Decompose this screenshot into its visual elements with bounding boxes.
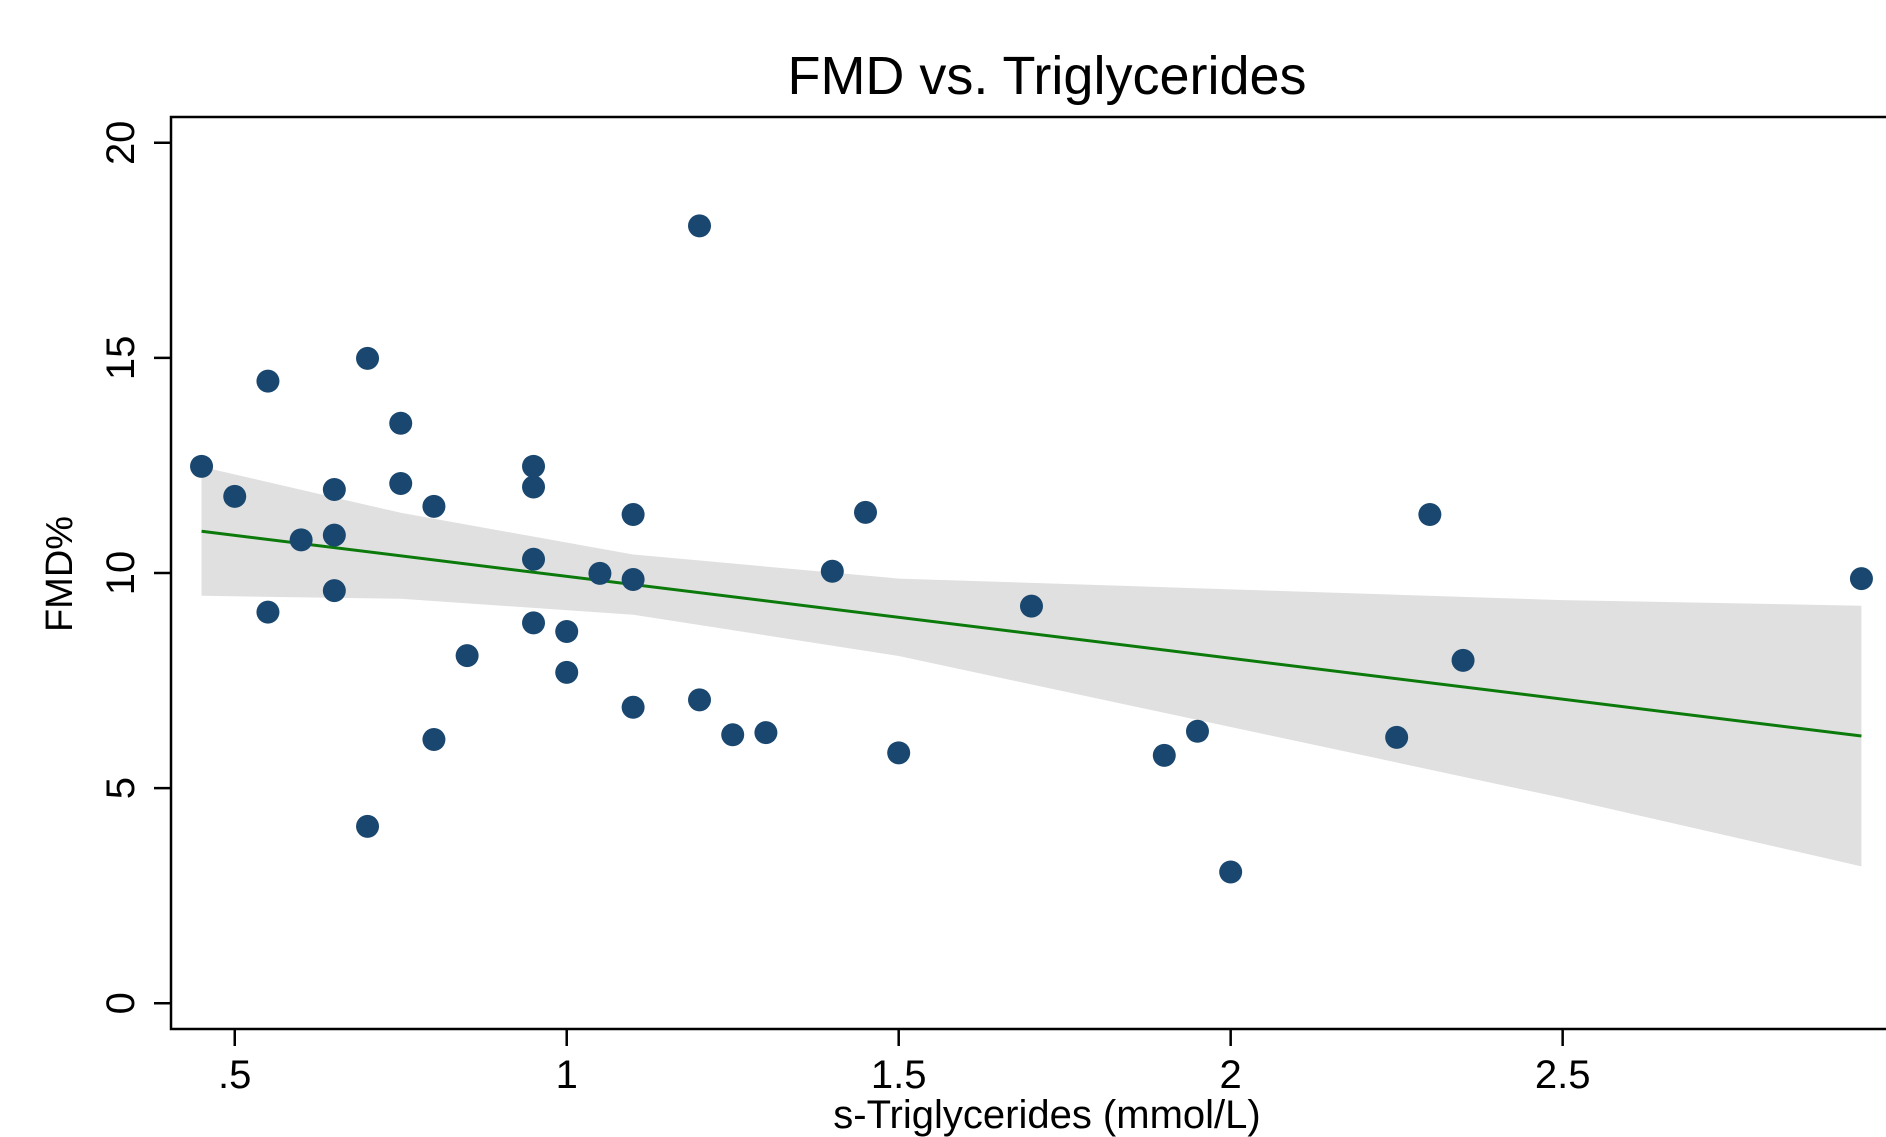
data-point (1418, 502, 1442, 526)
data-point (256, 369, 280, 393)
y-tick-label: 20 (99, 121, 143, 166)
data-point (688, 214, 712, 238)
data-point (389, 472, 413, 496)
data-point (1152, 743, 1176, 767)
data-point (754, 721, 778, 745)
data-point (1185, 719, 1209, 743)
data-point (1385, 725, 1409, 749)
data-point (1451, 648, 1475, 672)
data-point (356, 814, 380, 838)
data-point (522, 611, 546, 635)
data-point (621, 502, 645, 526)
data-point (887, 741, 911, 765)
data-point (356, 346, 380, 370)
data-point (522, 454, 546, 478)
chart-title: FMD vs. Triglycerides (787, 46, 1306, 106)
data-point (289, 528, 313, 552)
data-point (1849, 567, 1873, 591)
data-point (256, 600, 280, 624)
data-point (322, 579, 346, 603)
y-tick-label: 15 (99, 336, 143, 381)
data-point (522, 547, 546, 571)
data-point (322, 523, 346, 547)
x-axis-label: s-Triglycerides (mmol/L) (833, 1093, 1260, 1137)
data-point (223, 484, 247, 508)
x-tick-label: 1.5 (871, 1053, 927, 1097)
y-tick-label: 10 (99, 551, 143, 596)
data-point (422, 727, 446, 751)
data-point (555, 620, 579, 644)
data-point (422, 494, 446, 518)
data-point (820, 559, 844, 583)
x-tick-label: 2.5 (1535, 1053, 1591, 1097)
data-point (721, 723, 745, 747)
fit-line (201, 529, 1862, 738)
y-tick-label: 0 (99, 992, 143, 1014)
x-tick-label: 1 (556, 1053, 578, 1097)
y-tick-label: 5 (99, 777, 143, 799)
y-axis-label: FMD% (39, 516, 81, 632)
data-point (688, 688, 712, 712)
x-tick-label: 2 (1220, 1053, 1242, 1097)
confidence-band (201, 466, 1862, 867)
data-point (455, 644, 479, 668)
data-point (555, 660, 579, 684)
data-point (190, 454, 214, 478)
data-point (621, 567, 645, 591)
data-point (1019, 594, 1043, 618)
x-tick-label: .5 (218, 1053, 251, 1097)
data-point (522, 475, 546, 499)
data-point (853, 500, 877, 524)
data-point (389, 411, 413, 435)
data-point (1219, 860, 1243, 884)
data-point (322, 478, 346, 502)
data-point (621, 695, 645, 719)
data-point (588, 561, 612, 585)
